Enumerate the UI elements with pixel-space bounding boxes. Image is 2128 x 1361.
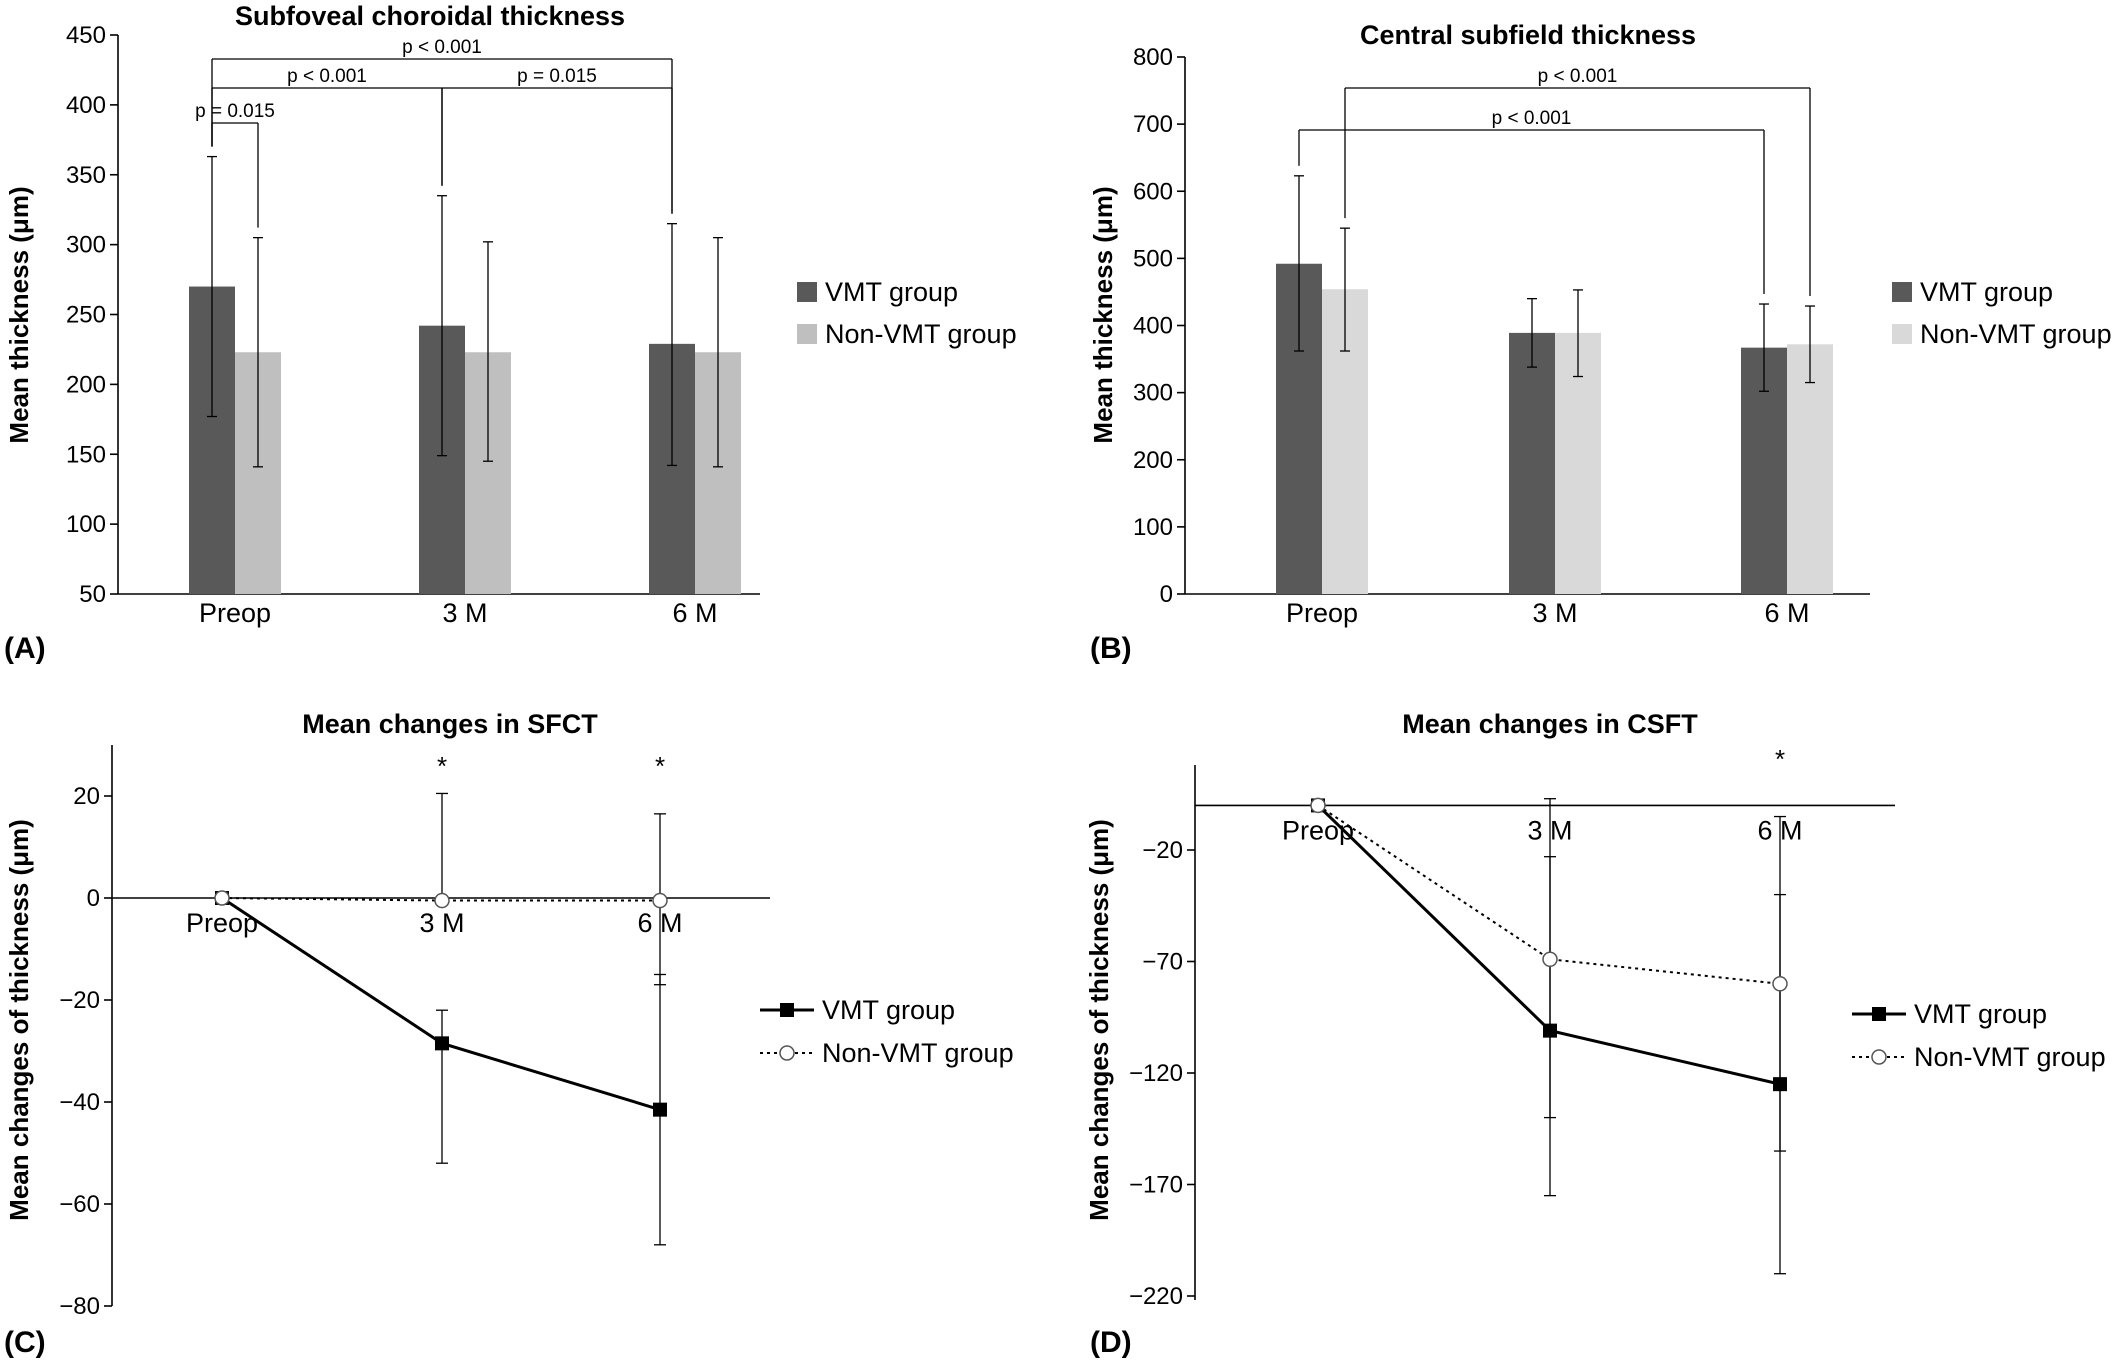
- bar: [1787, 344, 1833, 594]
- p-value-label: p = 0.015: [195, 101, 275, 122]
- data-point: [653, 1102, 667, 1117]
- y-tick-label: 0: [1160, 581, 1173, 608]
- legend-label: VMT group: [1920, 277, 2053, 307]
- p-value-label: p < 0.001: [1538, 66, 1618, 87]
- y-tick-label: 250: [66, 302, 106, 329]
- chart-title: Central subfield thickness: [1360, 20, 1696, 50]
- chart-title: Subfoveal choroidal thickness: [235, 1, 625, 31]
- panel-label: (C): [4, 1326, 46, 1359]
- data-point: [214, 890, 230, 906]
- x-category-label: Preop: [199, 598, 271, 628]
- legend-label: Non-VMT group: [1914, 1042, 2106, 1072]
- x-category-label: 6 M: [1764, 598, 1809, 628]
- chart-title: Mean changes in CSFT: [1402, 709, 1698, 739]
- legend-label: VMT group: [1914, 999, 2047, 1029]
- x-category-label: 3 M: [419, 908, 464, 938]
- legend-marker: [780, 1003, 794, 1017]
- y-tick-label: 100: [66, 511, 106, 538]
- y-tick-label: 700: [1133, 111, 1173, 138]
- y-tick-label: −40: [59, 1089, 100, 1116]
- p-value-label: p < 0.001: [287, 66, 367, 87]
- x-category-label: Preop: [1286, 598, 1358, 628]
- y-tick-label: −20: [1142, 837, 1183, 864]
- legend-label: Non-VMT group: [1920, 319, 2112, 349]
- y-tick-label: 300: [66, 232, 106, 259]
- y-tick-label: 300: [1133, 380, 1173, 407]
- legend-swatch: [797, 282, 817, 302]
- data-point: [652, 892, 668, 909]
- data-point: [435, 1036, 449, 1051]
- y-tick-label: −20: [59, 987, 100, 1014]
- legend-label: Non-VMT group: [825, 319, 1017, 349]
- y-tick-label: 400: [66, 92, 106, 119]
- legend-label: VMT group: [822, 995, 955, 1025]
- x-category-label: 3 M: [442, 598, 487, 628]
- p-value-label: p = 0.015: [517, 66, 597, 87]
- y-tick-label: 350: [66, 162, 106, 189]
- panel-label: (B): [1090, 632, 1132, 665]
- panel-a: Subfoveal choroidal thickness (A) Mean thi…: [4, 1, 1017, 665]
- legend-label: Non-VMT group: [822, 1038, 1014, 1068]
- y-tick-label: −80: [59, 1293, 100, 1320]
- y-tick-label: 100: [1133, 514, 1173, 541]
- legend-label: VMT group: [825, 277, 958, 307]
- y-tick-label: 50: [79, 581, 106, 608]
- bar: [1509, 332, 1555, 594]
- y-tick-label: −220: [1129, 1283, 1183, 1310]
- y-tick-label: 400: [1133, 313, 1173, 340]
- y-axis-label: Mean changes of thickness (μm): [4, 819, 34, 1221]
- y-axis-label: Mean changes of thickness (μm): [1084, 819, 1114, 1221]
- y-tick-label: 450: [66, 22, 106, 49]
- y-tick-label: 500: [1133, 245, 1173, 272]
- legend-marker: [779, 1045, 795, 1061]
- data-point: [434, 892, 450, 909]
- panel-d: Mean changes in CSFT (D) Mean changes of t…: [1084, 709, 2106, 1359]
- y-axis-label: Mean thickness (μm): [1088, 186, 1118, 443]
- data-point: [1310, 797, 1326, 814]
- y-tick-label: 800: [1133, 44, 1173, 71]
- y-tick-label: −120: [1129, 1060, 1183, 1087]
- legend-swatch: [1892, 282, 1912, 302]
- y-tick-label: 0: [87, 885, 100, 912]
- legend-marker: [1871, 1049, 1887, 1065]
- p-value-label: p < 0.001: [402, 37, 482, 58]
- panel-label: (D): [1090, 1326, 1132, 1359]
- series-line: [1316, 804, 1781, 1086]
- y-tick-label: 600: [1133, 178, 1173, 205]
- y-tick-label: 150: [66, 441, 106, 468]
- legend-swatch: [1892, 324, 1912, 344]
- panel-b: Central subfield thickness (B) Mean thickn…: [1088, 20, 2112, 665]
- series-line: [1317, 804, 1781, 985]
- significance-star: *: [437, 751, 447, 781]
- chart-title: Mean changes in SFCT: [302, 709, 598, 739]
- y-tick-label: −70: [1142, 949, 1183, 976]
- x-category-label: Preop: [186, 908, 258, 938]
- x-category-label: 3 M: [1532, 598, 1577, 628]
- data-point: [1542, 951, 1558, 968]
- series-line: [221, 897, 660, 902]
- panel-c: Mean changes in SFCT (C) Mean changes of t…: [4, 709, 1014, 1359]
- y-axis-label: Mean thickness (μm): [4, 186, 34, 443]
- y-tick-label: −60: [59, 1191, 100, 1218]
- y-tick-label: 20: [73, 783, 100, 810]
- panel-label: (A): [4, 632, 46, 665]
- y-tick-label: 200: [1133, 447, 1173, 474]
- legend-swatch: [797, 324, 817, 344]
- legend-marker: [1872, 1007, 1886, 1021]
- y-tick-label: 200: [66, 371, 106, 398]
- x-category-label: 6 M: [672, 598, 717, 628]
- y-tick-label: −170: [1129, 1172, 1183, 1199]
- significance-star: *: [655, 751, 665, 781]
- p-value-label: p < 0.001: [1492, 108, 1572, 129]
- significance-star: *: [1775, 744, 1785, 774]
- data-point: [1772, 976, 1788, 992]
